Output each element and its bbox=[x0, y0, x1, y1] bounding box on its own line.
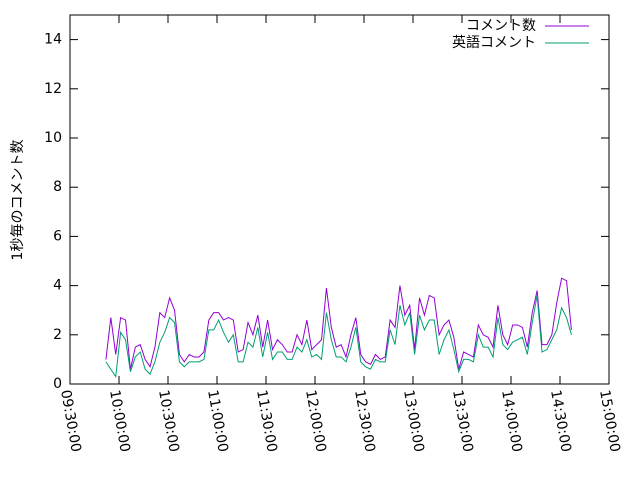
y-tick-label: 6 bbox=[53, 228, 62, 244]
series-line bbox=[105, 295, 572, 379]
y-tick-label: 14 bbox=[44, 32, 62, 48]
legend-label: 英語コメント bbox=[452, 34, 536, 51]
y-tick-label: 12 bbox=[44, 81, 62, 97]
y-tick-label: 4 bbox=[53, 278, 62, 294]
y-tick-label: 0 bbox=[53, 376, 62, 392]
y-tick-label: 8 bbox=[53, 179, 62, 195]
legend-label: コメント数 bbox=[466, 18, 536, 34]
y-tick-label: 2 bbox=[53, 327, 62, 343]
y-axis-label: 1秒毎のコメント数 bbox=[10, 140, 26, 261]
plot-border bbox=[69, 14, 610, 385]
y-tick-label: 10 bbox=[44, 130, 62, 146]
series-line bbox=[105, 277, 572, 370]
